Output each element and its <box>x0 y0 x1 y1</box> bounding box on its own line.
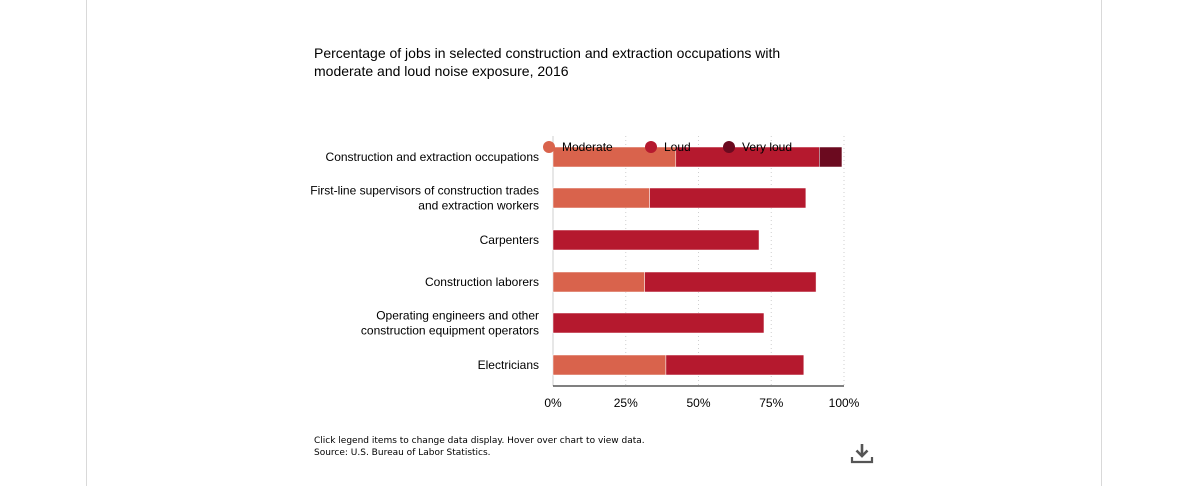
legend-marker[interactable] <box>723 141 735 153</box>
x-tick-label: 25% <box>614 396 638 410</box>
y-category-label: and extraction workers <box>418 199 539 213</box>
bar-very-loud[interactable] <box>819 146 843 168</box>
download-icon[interactable] <box>849 441 875 465</box>
bar-moderate[interactable] <box>552 187 650 209</box>
legend-marker[interactable] <box>645 141 657 153</box>
bar-loud[interactable] <box>649 187 807 209</box>
frame-right-border <box>1101 0 1102 486</box>
footer-source: Source: U.S. Bureau of Labor Statistics. <box>314 448 491 458</box>
legend-label[interactable]: Very loud <box>742 140 792 154</box>
chart-title: Percentage of jobs in selected construct… <box>314 45 781 79</box>
bar-loud[interactable] <box>644 271 817 293</box>
bar-loud[interactable] <box>665 354 805 376</box>
bar-moderate[interactable] <box>552 271 645 293</box>
bar-moderate[interactable] <box>552 354 667 376</box>
frame-left-border <box>86 0 87 486</box>
x-tick-label: 100% <box>829 396 860 410</box>
x-tick-label: 75% <box>759 396 783 410</box>
y-category-label: Construction laborers <box>425 275 539 289</box>
y-category-label: Carpenters <box>480 233 539 247</box>
legend-label[interactable]: Moderate <box>562 140 613 154</box>
bar-loud[interactable] <box>552 229 760 251</box>
y-category-label: Operating engineers and other <box>376 309 539 323</box>
legend-marker[interactable] <box>543 141 555 153</box>
bar-loud[interactable] <box>552 312 765 334</box>
y-category-label: Construction and extraction occupations <box>326 150 539 164</box>
y-category-label: construction equipment operators <box>361 324 539 338</box>
chart-footer: Click legend items to change data displa… <box>314 435 645 459</box>
x-tick-label: 50% <box>686 396 710 410</box>
legend-label[interactable]: Loud <box>664 140 691 154</box>
y-category-label: Electricians <box>478 358 539 372</box>
footer-instructions: Click legend items to change data displa… <box>314 436 645 446</box>
x-tick-label: 0% <box>544 396 562 410</box>
y-category-label: First-line supervisors of construction t… <box>310 184 539 198</box>
